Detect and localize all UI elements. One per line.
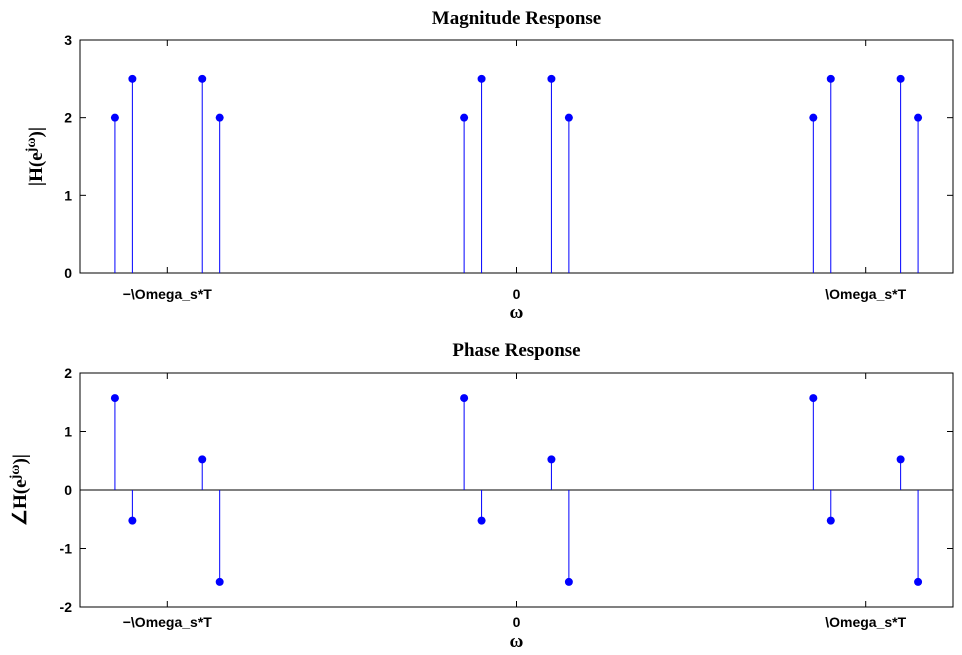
plot-title: Magnitude Response — [432, 8, 601, 29]
y-tick-label: 1 — [64, 187, 72, 203]
subplot-magnitude: 0 1 2 3 −\Omega_s*T 0 \Omega_s*T Magnitude Resp… — [24, 8, 954, 323]
stem-marker — [198, 74, 207, 83]
y-tick-label: -2 — [60, 599, 73, 615]
y-axis-label-tail: )| — [26, 127, 47, 138]
stem-marker — [477, 516, 486, 525]
x-tick-label: \Omega_s*T — [825, 286, 906, 302]
stem-marker — [128, 516, 137, 525]
y-axis-label-superscript: jω — [8, 465, 23, 481]
stem-marker — [547, 455, 556, 464]
y-axis-label: ∠H(ejω)| — [8, 454, 31, 526]
stem-marker — [110, 394, 119, 403]
stem-marker — [809, 394, 818, 403]
stem-marker — [547, 74, 556, 83]
subplot-phase: -2 -1 0 1 2 −\Omega_s*T 0 \Omega_s*T Phase Respo… — [8, 340, 954, 652]
stem-marker — [896, 74, 905, 83]
axes-box — [79, 39, 954, 274]
plot-title: Phase Response — [452, 340, 580, 361]
y-tick-label: 2 — [64, 365, 72, 381]
x-tick-label: 0 — [513, 614, 521, 630]
x-tick-label: −\Omega_s*T — [123, 614, 213, 630]
stem-marker — [809, 113, 818, 122]
y-axis-label-base: |H(e — [26, 152, 47, 186]
y-tick-label: 3 — [64, 32, 72, 48]
y-tick-label: 0 — [64, 265, 72, 281]
x-tick-label: −\Omega_s*T — [123, 286, 213, 302]
y-axis-label-base: ∠H(e — [10, 479, 31, 526]
stem-marker — [477, 74, 486, 83]
x-tick-label: 0 — [513, 286, 521, 302]
y-tick-label: 1 — [64, 424, 72, 440]
y-tick-label: -1 — [60, 541, 73, 557]
y-tick-label: 2 — [64, 110, 72, 126]
stem-marker — [564, 577, 573, 586]
stem-marker — [896, 455, 905, 464]
stem-marker — [460, 394, 469, 403]
y-axis-label-tail: )| — [10, 454, 31, 465]
stem-marker — [215, 113, 224, 122]
stem-marker — [564, 113, 573, 122]
stem-marker — [914, 113, 923, 122]
x-axis-label: ω — [510, 302, 524, 323]
stem-marker — [198, 455, 207, 464]
stem-marker — [826, 74, 835, 83]
stem-marker — [826, 516, 835, 525]
x-axis-label: ω — [510, 631, 524, 652]
x-tick-label: \Omega_s*T — [825, 614, 906, 630]
y-tick-label: 0 — [64, 482, 72, 498]
stem-marker — [110, 113, 119, 122]
stem-marker — [460, 113, 469, 122]
y-axis-label: |H(ejω)| — [24, 127, 47, 186]
stem-marker — [128, 74, 137, 83]
stem-marker — [914, 577, 923, 586]
y-axis-label-superscript: jω — [24, 137, 39, 153]
stem-marker — [215, 577, 224, 586]
